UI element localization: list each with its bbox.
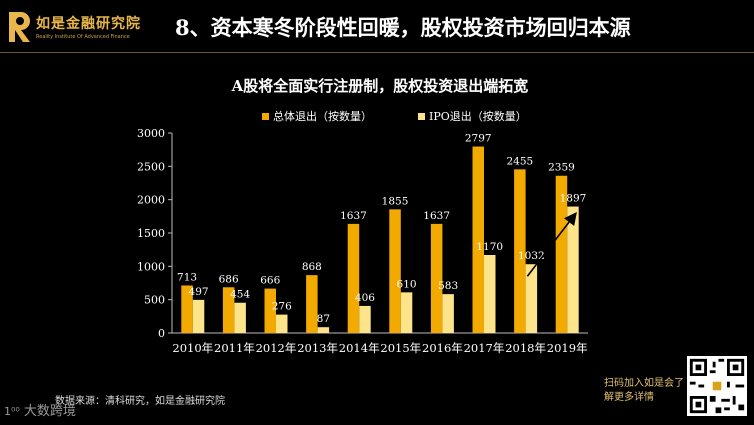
watermark-text: 大数跨境 — [23, 404, 76, 419]
slide-title: 8、资本寒冬阶段性回暖，股权投资市场回归本源 — [175, 15, 631, 40]
bar-total — [306, 275, 318, 333]
bar-ipo — [400, 292, 413, 333]
y-tick-label: 2500 — [137, 160, 165, 173]
data-label: 276 — [272, 301, 292, 313]
x-tick-label: 2014年 — [339, 341, 380, 355]
bar-ipo — [317, 327, 330, 333]
data-label: 868 — [302, 261, 322, 273]
y-tick-label: 1500 — [137, 227, 165, 240]
x-tick-label: 2010年 — [172, 341, 213, 355]
data-label: 1897 — [560, 193, 587, 205]
data-source: 数据来源：清科研究，如是金融研究院 — [55, 396, 225, 407]
bar-total — [430, 223, 443, 333]
legend-swatch-1 — [262, 113, 269, 120]
x-tick-label: 2015年 — [380, 341, 421, 355]
bar-total — [264, 288, 276, 333]
org-name: 如是金融研究院 — [36, 16, 141, 32]
bar-total — [555, 175, 568, 333]
data-label: 1637 — [340, 210, 367, 222]
x-tick-label: 2013年 — [297, 341, 338, 355]
data-label: 713 — [177, 271, 197, 283]
y-tick-label: 0 — [158, 327, 165, 340]
data-label: 610 — [397, 278, 417, 290]
data-label: 1032 — [518, 250, 545, 262]
bar-ipo — [234, 302, 246, 333]
x-tick-label: 2012年 — [256, 341, 297, 355]
x-tick-label: 2017年 — [464, 341, 505, 355]
bar-total — [472, 146, 484, 333]
bar-total — [389, 209, 401, 333]
bar-total — [181, 285, 193, 333]
bar-total — [347, 223, 360, 333]
watermark: 1⁰⁰ 大数跨境 — [4, 400, 76, 419]
data-label: 2797 — [465, 133, 492, 145]
y-tick-label: 1000 — [137, 260, 165, 273]
bar-total — [514, 169, 526, 333]
y-tick-label: 500 — [144, 294, 165, 307]
data-label: 583 — [438, 280, 458, 292]
data-label: 666 — [260, 275, 280, 287]
data-label: 87 — [317, 313, 330, 325]
qr-code-icon[interactable] — [687, 356, 747, 416]
data-label: 686 — [219, 273, 239, 285]
data-label: 406 — [355, 292, 375, 304]
bar-total — [222, 287, 235, 333]
legend-label-2: IPO退出（按数量） — [429, 109, 527, 123]
logo: 如是金融研究院 Reality Institute Of Advanced Fi… — [6, 8, 156, 52]
bar-ipo — [484, 255, 496, 333]
legend-swatch-2 — [418, 113, 425, 120]
qr-caption: 扫码加入如是会了解更多详情 — [604, 378, 684, 403]
data-label: 1855 — [382, 195, 409, 207]
x-tick-label: 2019年 — [547, 341, 588, 355]
trend-arrow — [526, 212, 577, 277]
data-label: 2359 — [548, 162, 575, 174]
watermark-icon: 1⁰⁰ — [4, 405, 20, 418]
title-divider — [0, 52, 754, 53]
bar-ipo — [276, 314, 288, 333]
logo-r-icon — [9, 12, 30, 42]
x-tick-label: 2011年 — [214, 341, 255, 355]
y-tick-label: 3000 — [137, 127, 165, 140]
data-label: 1170 — [476, 241, 503, 253]
legend-label-1: 总体退出（按数量） — [273, 109, 372, 123]
x-tick-label: 2016年 — [422, 341, 463, 355]
data-label: 1637 — [423, 210, 450, 222]
bar-ipo — [442, 294, 454, 333]
bar-ipo — [567, 206, 579, 333]
data-label: 497 — [189, 286, 209, 298]
bar-ipo — [192, 299, 205, 333]
data-label: 2455 — [506, 155, 533, 167]
x-tick-label: 2018年 — [505, 341, 546, 355]
bar-ipo — [359, 305, 371, 333]
org-subtitle: Reality Institute Of Advanced Finance — [36, 34, 130, 40]
chart-title: A股将全面实行注册制，股权投资退出端拓宽 — [231, 77, 529, 95]
bar-ipo — [525, 264, 538, 333]
y-tick-label: 2000 — [137, 194, 165, 207]
data-label: 454 — [230, 289, 250, 301]
